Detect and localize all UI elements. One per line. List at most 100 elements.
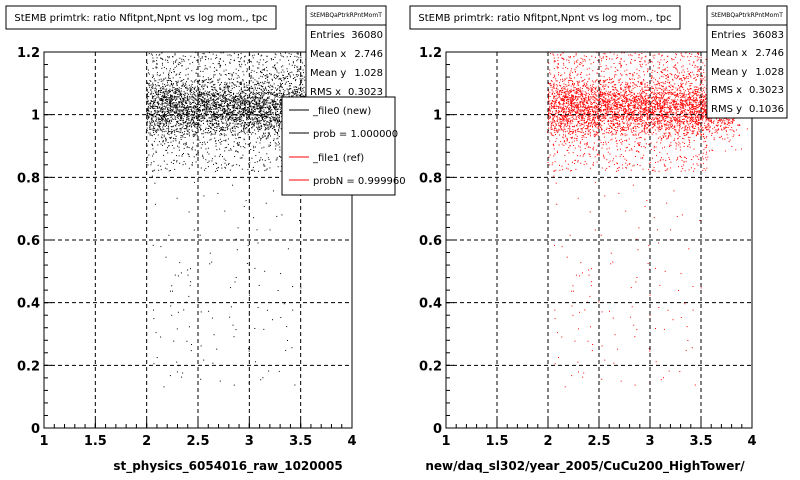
scatter-point: [169, 105, 171, 107]
scatter-point: [263, 69, 264, 71]
scatter-point: [215, 116, 217, 118]
scatter-point: [211, 103, 213, 104]
scatter-point: [179, 90, 181, 92]
scatter-point: [232, 110, 234, 112]
scatter-point: [229, 101, 231, 103]
scatter-point: [296, 95, 298, 97]
scatter-point: [229, 118, 231, 120]
scatter-point: [206, 151, 208, 153]
scatter-point: [154, 129, 156, 131]
scatter-point: [227, 138, 229, 140]
scatter-point: [280, 100, 282, 102]
scatter-point: [189, 125, 191, 127]
scatter-point: [242, 99, 244, 101]
scatter-point: [157, 94, 159, 96]
scatter-point: [249, 162, 251, 164]
scatter-point: [299, 68, 301, 70]
scatter-point: [170, 98, 172, 100]
scatter-point: [237, 123, 239, 125]
scatter-point: [184, 97, 185, 99]
scatter-point: [262, 100, 264, 102]
scatter-point: [171, 314, 173, 316]
scatter-point: [178, 101, 180, 103]
scatter-point: [279, 124, 281, 126]
scatter-point: [288, 73, 289, 75]
scatter-point: [185, 101, 187, 103]
scatter-point: [260, 120, 262, 121]
scatter-point: [170, 136, 172, 138]
scatter-point: [280, 52, 282, 54]
scatter-point: [238, 123, 240, 125]
scatter-point: [273, 100, 275, 102]
scatter-point: [244, 133, 246, 135]
scatter-point: [293, 86, 295, 88]
scatter-point: [194, 133, 196, 135]
scatter-point: [195, 126, 197, 128]
scatter-point: [242, 146, 244, 148]
scatter-point: [230, 116, 232, 118]
scatter-point: [226, 105, 228, 107]
scatter-point: [264, 68, 266, 70]
scatter-point: [172, 82, 174, 84]
scatter-point: [219, 88, 221, 90]
scatter-point: [220, 143, 222, 145]
scatter-point: [236, 249, 238, 251]
scatter-point: [268, 106, 270, 108]
scatter-point: [177, 63, 179, 65]
scatter-point: [258, 67, 260, 69]
scatter-point: [196, 81, 198, 82]
scatter-point: [247, 107, 248, 108]
scatter-point: [164, 100, 166, 101]
scatter-point: [219, 58, 221, 60]
scatter-point: [255, 83, 257, 85]
scatter-point: [166, 96, 168, 98]
scatter-point: [179, 106, 181, 108]
scatter-point: [214, 102, 216, 104]
scatter-point: [169, 137, 171, 139]
scatter-point: [182, 113, 184, 115]
scatter-point: [243, 129, 245, 131]
scatter-point: [252, 112, 254, 113]
scatter-point: [296, 71, 298, 73]
scatter-point: [254, 105, 256, 107]
scatter-point: [155, 138, 157, 140]
scatter-point: [172, 108, 174, 110]
scatter-point: [178, 102, 180, 104]
scatter-point: [297, 69, 298, 71]
scatter-point: [207, 128, 209, 129]
scatter-point: [295, 79, 297, 80]
scatter-point: [227, 110, 228, 112]
scatter-point: [201, 144, 203, 146]
scatter-point: [273, 94, 275, 96]
scatter-point: [245, 143, 247, 145]
scatter-point: [205, 113, 207, 114]
scatter-point: [251, 91, 253, 93]
scatter-point: [226, 85, 228, 87]
scatter-point: [192, 96, 194, 98]
scatter-point: [191, 92, 193, 94]
scatter-point: [213, 99, 215, 101]
scatter-point: [214, 86, 216, 88]
scatter-point: [158, 127, 160, 129]
scatter-point: [226, 164, 228, 166]
scatter-point: [222, 60, 224, 62]
scatter-point: [238, 92, 240, 94]
scatter-point: [219, 73, 221, 75]
scatter-point: [163, 154, 165, 156]
scatter-point: [229, 54, 231, 56]
scatter-point: [259, 105, 261, 107]
scatter-point: [238, 145, 240, 146]
scatter-point: [238, 118, 240, 120]
scatter-point: [190, 55, 192, 57]
scatter-point: [289, 82, 291, 84]
scatter-point: [192, 162, 193, 164]
scatter-point: [274, 142, 276, 144]
scatter-point: [181, 105, 183, 107]
scatter-point: [204, 104, 206, 105]
scatter-point: [201, 133, 203, 135]
scatter-point: [211, 89, 213, 90]
scatter-point: [182, 154, 183, 156]
scatter-point: [304, 79, 306, 81]
scatter-point: [264, 165, 266, 167]
scatter-point: [176, 104, 178, 106]
